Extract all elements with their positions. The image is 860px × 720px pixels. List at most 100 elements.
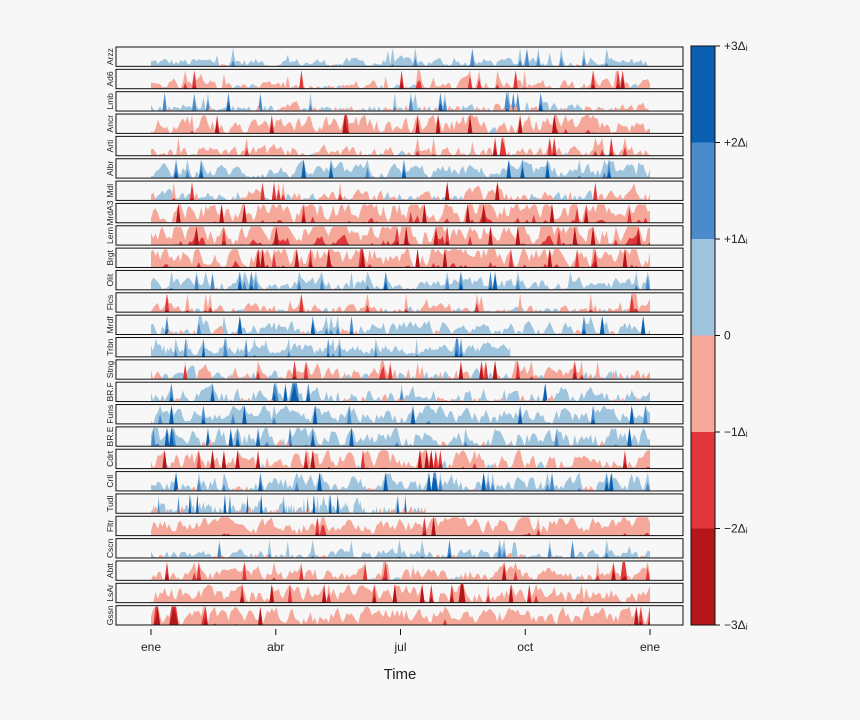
panel-border bbox=[115, 113, 684, 134]
panel-border bbox=[115, 180, 684, 201]
horizon-band bbox=[151, 383, 650, 402]
panel-border bbox=[115, 493, 684, 514]
x-tick-label: jul bbox=[393, 640, 406, 654]
panel-border bbox=[115, 337, 684, 358]
x-tick-label: abr bbox=[267, 640, 284, 654]
panel-label: Arti bbox=[105, 140, 115, 153]
colorbar-swatch bbox=[691, 142, 715, 239]
panel-mdl: Mdl bbox=[105, 180, 684, 201]
panel-bands bbox=[151, 450, 650, 469]
panel-cscn: Cscn bbox=[105, 538, 684, 559]
colorbar-swatch bbox=[691, 528, 715, 625]
horizon-band bbox=[151, 159, 650, 179]
panel-label: Abtt bbox=[105, 562, 115, 578]
horizon-band bbox=[151, 188, 650, 201]
horizon-band bbox=[151, 460, 637, 469]
colorbar-tick-label: 0 bbox=[724, 329, 731, 343]
panel-ancr: Ancr bbox=[105, 113, 684, 134]
panel-bands bbox=[151, 159, 650, 179]
panel-border bbox=[115, 381, 684, 403]
panel-border bbox=[115, 225, 684, 246]
panel-label: Lern bbox=[105, 227, 115, 244]
panel-flcs: Flcs bbox=[105, 292, 684, 313]
panel-tudl: Tudl bbox=[105, 493, 684, 514]
horizon-band bbox=[151, 427, 650, 447]
horizon-band bbox=[151, 365, 650, 380]
panel-label: LsAr bbox=[105, 584, 115, 602]
horizon-band bbox=[151, 494, 426, 514]
panel-border bbox=[115, 404, 684, 425]
horizon-band bbox=[151, 137, 650, 156]
x-axis-title: Time bbox=[384, 666, 417, 683]
panel-border bbox=[115, 91, 684, 112]
panel-arti: Arti bbox=[105, 135, 684, 157]
horizon-band bbox=[151, 422, 650, 424]
panel-border bbox=[115, 426, 684, 447]
horizon-band bbox=[151, 101, 650, 112]
panel-lsar: LsAr bbox=[105, 582, 684, 604]
colorbar-tick-label: +2Δᵢ bbox=[724, 136, 748, 150]
panel-border bbox=[115, 135, 684, 157]
panel-label: Mrdf bbox=[105, 316, 115, 334]
colorbar-tick-label: +1Δᵢ bbox=[724, 232, 748, 246]
panel-bands bbox=[151, 226, 650, 246]
horizon-band bbox=[151, 76, 650, 89]
panel-border bbox=[115, 560, 684, 581]
horizon-band bbox=[151, 360, 650, 380]
panel-bands bbox=[151, 271, 650, 290]
horizon-band bbox=[151, 249, 650, 268]
horizon-band bbox=[151, 576, 598, 581]
panels-group: Arzz Ad6 Lmb Ancr Arti Albr Mdl MrdA3 Lern Brgt Ol… bbox=[105, 46, 684, 626]
panel-label: Stng bbox=[105, 361, 115, 379]
panel-brgt: Brgt bbox=[105, 247, 684, 268]
panel-label: Arzz bbox=[105, 48, 115, 65]
panel-border bbox=[115, 158, 684, 179]
panel-arzz: Arzz bbox=[105, 46, 684, 67]
horizon-band bbox=[151, 204, 650, 223]
panel-mrda3: MrdA3 bbox=[105, 200, 684, 226]
horizon-band bbox=[151, 472, 650, 491]
horizon-band bbox=[151, 606, 650, 625]
panel-label: MrdA3 bbox=[105, 200, 115, 225]
horizon-band bbox=[151, 293, 650, 313]
panel-bands bbox=[151, 561, 650, 581]
panel-bands bbox=[151, 383, 650, 402]
panel-label: Flcs bbox=[105, 295, 115, 311]
x-axis: ene abr jul oct ene bbox=[141, 629, 660, 654]
panel-label: Ad6 bbox=[105, 71, 115, 86]
panel-bre: BR.E bbox=[105, 426, 684, 447]
horizon-band bbox=[151, 438, 650, 447]
horizon-band bbox=[151, 517, 650, 536]
panel-label: Cscn bbox=[105, 538, 115, 558]
horizon-band bbox=[151, 405, 650, 424]
panel-albr: Albr bbox=[105, 158, 684, 179]
panel-ad6: Ad6 bbox=[105, 68, 684, 90]
panel-label: BR.F bbox=[105, 382, 115, 401]
colorbar-tick-label: −3Δᵢ bbox=[724, 618, 748, 632]
panel-label: Albr bbox=[105, 161, 115, 176]
panel-brf: BR.F bbox=[105, 381, 684, 403]
horizon-band bbox=[151, 70, 650, 89]
horizon-band bbox=[151, 394, 650, 402]
panel-abtt: Abtt bbox=[105, 560, 684, 581]
panel-label: Funs bbox=[105, 405, 115, 424]
panel-funs: Funs bbox=[105, 404, 684, 425]
panel-border bbox=[115, 269, 684, 291]
horizon-band bbox=[151, 48, 650, 67]
colorbar-tick-label: −1Δᵢ bbox=[724, 425, 748, 439]
panel-label: Lmb bbox=[105, 93, 115, 110]
panel-bands bbox=[151, 606, 650, 625]
horizon-band bbox=[151, 271, 650, 290]
colorbar-swatch bbox=[691, 432, 715, 529]
panel-label: Tudl bbox=[105, 495, 115, 511]
panel-fltr: Fltr bbox=[105, 515, 684, 537]
panel-label: Mdl bbox=[105, 184, 115, 198]
horizon-band bbox=[151, 450, 650, 469]
panel-bands bbox=[151, 204, 650, 223]
panel-label: Ancr bbox=[105, 115, 115, 133]
colorbar-swatch bbox=[691, 46, 715, 143]
panel-label: Trbn bbox=[105, 338, 115, 355]
horizon-band bbox=[151, 204, 650, 223]
panel-gssn: Gssn bbox=[105, 605, 684, 626]
